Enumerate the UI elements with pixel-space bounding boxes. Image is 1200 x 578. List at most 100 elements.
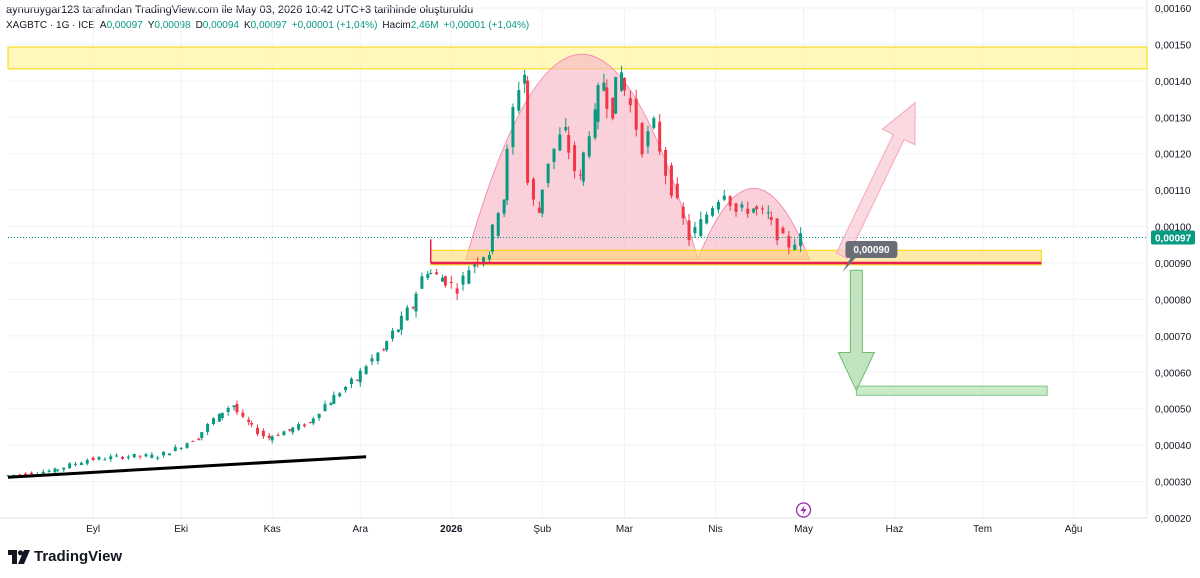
candle-body [622, 78, 626, 91]
candle-body [126, 456, 130, 458]
y-axis-tick-label: 0,00080 [1155, 295, 1192, 306]
candle-body [91, 457, 95, 461]
x-axis-tick-label: May [794, 524, 813, 535]
candle-body [722, 195, 726, 200]
candle-body [755, 206, 759, 210]
tradingview-logo-icon [8, 549, 30, 564]
candle-body [41, 471, 45, 474]
x-axis-tick-label: Ara [352, 524, 368, 535]
candle-body [191, 441, 195, 443]
candle-body [385, 341, 389, 350]
candle-body [85, 460, 89, 464]
candle-body [614, 76, 618, 114]
candle-body [540, 189, 544, 214]
x-axis-tick-label: Şub [533, 524, 551, 535]
candle-body [276, 434, 280, 436]
candle-body [646, 131, 650, 147]
candle-body [291, 427, 295, 433]
candle-body [250, 423, 254, 425]
tradingview-logo[interactable]: TradingView [8, 548, 122, 565]
y-axis-tick-label: 0,00150 [1155, 40, 1192, 51]
candle-body [173, 447, 177, 452]
candle-body [120, 456, 124, 459]
candle-body [611, 97, 615, 119]
candle-body [132, 453, 136, 458]
close-value: 0,00097 [250, 20, 287, 31]
candle-body [97, 457, 101, 460]
price-annotation-badge [845, 241, 898, 258]
y-axis-tick-label: 0,00120 [1155, 150, 1192, 161]
candle-body [115, 455, 119, 457]
candle-body [652, 118, 656, 128]
candle-body [587, 136, 591, 157]
y-axis-tick-label: 0,00160 [1155, 4, 1192, 15]
candle-body [311, 418, 315, 424]
candle-body [596, 85, 600, 122]
candle-body [734, 203, 738, 212]
bullish-arrow [835, 101, 916, 259]
candle-body [605, 87, 609, 109]
candle-body [332, 395, 336, 404]
y-axis-tick-label: 0,00030 [1155, 478, 1192, 489]
change-value: +0,00001 (+1,04%) [291, 20, 378, 31]
candle-body [496, 213, 500, 236]
candle-body [399, 315, 403, 330]
candle-body [781, 227, 785, 234]
candle-body [302, 424, 306, 427]
dome-right-shape [697, 187, 811, 260]
candle-body [769, 217, 773, 220]
high-value: 0,00098 [154, 20, 191, 31]
candle-body [267, 435, 271, 439]
candle-body [760, 208, 764, 210]
candle-body [414, 293, 418, 312]
current-price-label: 0,00097 [1155, 234, 1192, 245]
candle-body [179, 447, 183, 449]
candle-body [793, 244, 797, 250]
candle-body [443, 276, 447, 286]
high-label: Y [147, 20, 155, 31]
candle-body [440, 277, 444, 282]
candle-body [220, 412, 224, 418]
candle-body [620, 72, 624, 91]
candle-body [18, 474, 22, 476]
candle-body [282, 431, 286, 436]
ohlc-legend: XAGBTC · 1G · ICE A 0,00097 Y 0,00098 D 0,0… [6, 20, 529, 31]
x-axis-tick-label: Mar [616, 524, 634, 535]
candle-body [799, 233, 803, 246]
candle-body [490, 224, 494, 252]
candle-body [435, 272, 439, 275]
candle-body [766, 212, 770, 214]
y-axis-tick-label: 0,00060 [1155, 368, 1192, 379]
candle-body [197, 438, 201, 441]
candle-body [675, 183, 679, 198]
current-price-badge [1151, 230, 1195, 245]
candle-body [162, 451, 166, 456]
candle-body [581, 152, 585, 182]
candle-body [391, 330, 395, 339]
candle-body [29, 472, 33, 475]
y-axis-tick-label: 0,00070 [1155, 332, 1192, 343]
candle-body [144, 454, 148, 457]
candle-body [235, 404, 239, 413]
candle-body [487, 254, 491, 260]
candle-body [405, 307, 409, 321]
candle-body [455, 288, 459, 294]
candle-body [449, 281, 453, 284]
volume-label: Hacim [382, 20, 411, 31]
candle-body [728, 196, 732, 206]
open-value: 0,00097 [106, 20, 143, 31]
y-axis-tick-label: 0,00020 [1155, 514, 1192, 525]
candle-body [167, 453, 171, 456]
symbol-label[interactable]: XAGBTC · 1G · ICE [6, 20, 95, 31]
candle-body [537, 207, 541, 213]
open-label: A [99, 20, 107, 31]
candle-body [602, 82, 606, 91]
candle-body [297, 424, 301, 430]
low-value: 0,00094 [202, 20, 239, 31]
candle-body [382, 349, 386, 351]
candle-body [517, 90, 521, 111]
candle-body [716, 202, 720, 210]
candle-body [370, 358, 374, 362]
price-annotation-label: 0,00090 [853, 245, 890, 256]
